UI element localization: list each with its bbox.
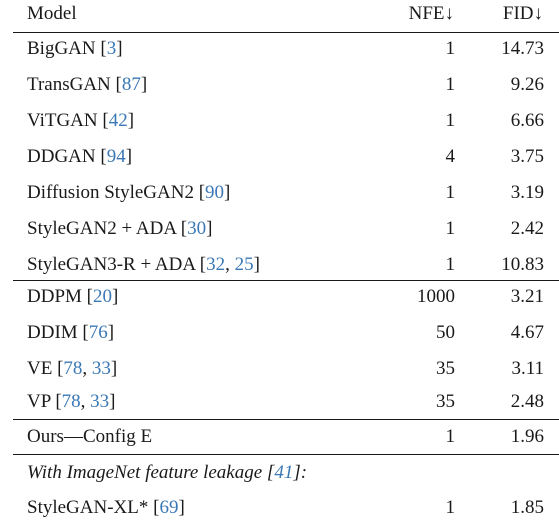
table-row: StyleGAN3-R + ADA [32, 25] 1 10.83 <box>0 247 559 283</box>
header-fid: FID↓ <box>502 3 543 24</box>
table-row-ours: Ours—Config E 1 1.96 <box>0 419 559 455</box>
header-nfe: NFE↓ <box>408 3 454 24</box>
fid-value: 6.66 <box>510 110 544 131</box>
model-name: Diffusion StyleGAN2 [90] <box>27 182 231 203</box>
nfe-value: 1000 <box>417 286 455 307</box>
section-rule <box>13 454 559 455</box>
header-rule <box>13 32 559 33</box>
citation-link[interactable]: 87 <box>121 74 141 95</box>
model-name: BigGAN [3] <box>27 38 123 59</box>
header-row: Model NFE↓ FID↓ <box>0 0 559 32</box>
citation-link[interactable]: 25 <box>234 254 254 275</box>
model-name: Ours—Config E <box>27 426 153 447</box>
fid-value: 2.42 <box>510 218 544 239</box>
nfe-value: 1 <box>445 110 456 131</box>
citation-link[interactable]: 76 <box>88 322 108 343</box>
section-rule <box>13 419 559 420</box>
citation-link[interactable]: 3 <box>106 38 117 59</box>
fid-value: 10.83 <box>501 254 544 275</box>
fid-value: 3.19 <box>510 182 544 203</box>
nfe-value: 1 <box>445 497 456 518</box>
citation-link[interactable]: 42 <box>108 110 128 131</box>
fid-value: 4.67 <box>510 322 544 343</box>
fid-value: 3.21 <box>510 286 544 307</box>
nfe-value: 50 <box>436 322 455 343</box>
model-name: ViTGAN [42] <box>27 110 135 131</box>
leakage-label: With ImageNet feature leakage [41]: <box>27 462 308 483</box>
citation-link[interactable]: 33 <box>90 391 110 412</box>
table-row: DDGAN [94] 4 3.75 <box>0 139 559 175</box>
table-row: ViTGAN [42] 1 6.66 <box>0 103 559 139</box>
model-name: DDPM [20] <box>27 286 119 307</box>
fid-value: 1.96 <box>510 426 544 447</box>
model-name: VE [78, 33] <box>27 358 118 379</box>
model-name: StyleGAN2 + ADA [30] <box>27 218 213 239</box>
table-row: StyleGAN2 + ADA [30] 1 2.42 <box>0 211 559 247</box>
citation-link[interactable]: 30 <box>187 218 207 239</box>
table-row: Diffusion StyleGAN2 [90] 1 3.19 <box>0 175 559 211</box>
table-row: StyleGAN-XL* [69] 1 1.85 <box>0 490 559 526</box>
nfe-value: 1 <box>445 182 456 203</box>
fid-value: 3.75 <box>510 146 544 167</box>
model-name: StyleGAN-XL* [69] <box>27 497 185 518</box>
model-name: DDIM [76] <box>27 322 115 343</box>
model-name: DDGAN [94] <box>27 146 133 167</box>
nfe-value: 4 <box>445 146 456 167</box>
citation-link[interactable]: 94 <box>106 146 126 167</box>
nfe-value: 35 <box>436 391 455 412</box>
table-row: VE [78, 33] 35 3.11 <box>0 351 559 387</box>
citation-link[interactable]: 69 <box>159 497 179 518</box>
table-row: DDIM [76] 50 4.67 <box>0 315 559 351</box>
citation-link[interactable]: 41 <box>274 462 294 483</box>
citation-link[interactable]: 32 <box>206 254 226 275</box>
model-name: StyleGAN3-R + ADA [32, 25] <box>27 254 260 275</box>
citation-link[interactable]: 33 <box>91 358 111 379</box>
fid-value: 1.85 <box>510 497 544 518</box>
nfe-value: 1 <box>445 74 456 95</box>
nfe-value: 1 <box>445 38 456 59</box>
nfe-value: 1 <box>445 254 456 275</box>
model-name: VP [78, 33] <box>27 391 116 412</box>
citation-link[interactable]: 78 <box>63 358 83 379</box>
fid-value: 2.48 <box>510 391 544 412</box>
model-name: TransGAN [87] <box>27 74 148 95</box>
header-model: Model <box>27 3 77 24</box>
nfe-value: 1 <box>445 426 456 447</box>
citation-link[interactable]: 20 <box>92 286 112 307</box>
fid-value: 14.73 <box>501 38 544 59</box>
fid-value: 9.26 <box>510 74 544 95</box>
nfe-value: 1 <box>445 218 456 239</box>
section-rule <box>13 280 559 281</box>
table-row: TransGAN [87] 1 9.26 <box>0 67 559 103</box>
citation-link[interactable]: 78 <box>61 391 81 412</box>
table-row: DDPM [20] 1000 3.21 <box>0 279 559 315</box>
table-row: BigGAN [3] 1 14.73 <box>0 31 559 67</box>
citation-link[interactable]: 90 <box>205 182 225 203</box>
fid-value: 3.11 <box>511 358 544 379</box>
table-row: VP [78, 33] 35 2.48 <box>0 384 559 420</box>
nfe-value: 35 <box>436 358 455 379</box>
leakage-caption: With ImageNet feature leakage [41]: <box>0 455 559 491</box>
